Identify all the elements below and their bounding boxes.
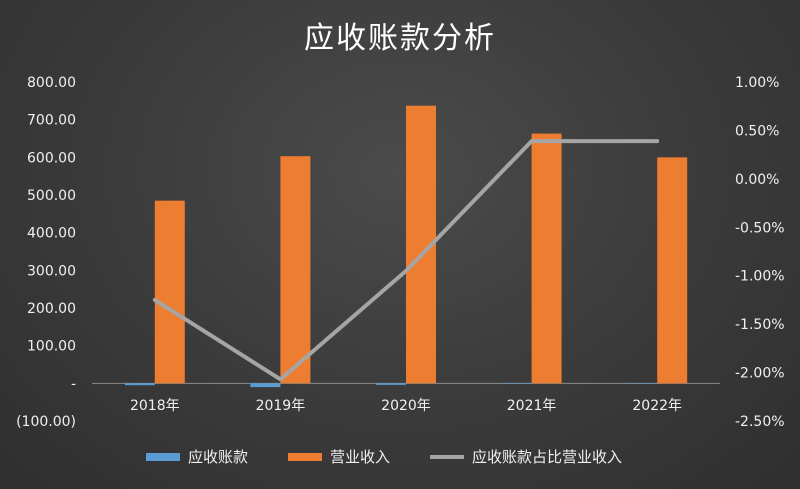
left-tick-label: 600.00: [27, 150, 76, 166]
x-tick-label: 2022年: [632, 398, 682, 414]
right-tick-label: -2.50%: [735, 414, 785, 430]
legend: 应收账款 营业收入 应收账款占比营业收入: [146, 448, 622, 466]
left-tick-label: 100.00: [27, 339, 76, 355]
right-tick-label: -2.00%: [735, 366, 785, 382]
x-tick-label: 2018年: [130, 398, 180, 414]
right-tick-label: -1.50%: [735, 317, 785, 333]
legend-label-2: 应收账款占比营业收入: [472, 448, 622, 466]
left-axis: 800.00 700.00 600.00 500.00 400.00 300.00 200.…: [16, 75, 76, 430]
legend-swatch-1: [288, 453, 323, 461]
legend-label-1: 营业收入: [330, 448, 390, 466]
left-tick-label: 400.00: [27, 226, 76, 242]
x-tick-label: 2019年: [256, 398, 306, 414]
left-tick-label: -: [71, 376, 76, 392]
right-axis: 1.00% 0.50% 0.00% -0.50% -1.00% -1.50% -2.00% -…: [735, 75, 785, 430]
x-axis: 2018年 2019年 2020年 2021年 2022年: [130, 398, 682, 414]
chart-title: 应收账款分析: [304, 21, 496, 56]
bar-receivables-2: [376, 383, 406, 385]
plot-area: [92, 105, 720, 388]
bar-receivables-0: [124, 383, 155, 386]
bar-revenue-1: [280, 156, 311, 384]
bar-revenue-0: [154, 200, 185, 384]
left-tick-label: 700.00: [27, 113, 76, 129]
left-tick-label: 500.00: [27, 188, 76, 204]
left-tick-label: 200.00: [27, 301, 76, 317]
bar-receivables-3: [501, 383, 532, 384]
bar-revenue-4: [657, 157, 688, 384]
x-tick-label: 2021年: [507, 398, 557, 414]
left-tick-label: (100.00): [16, 414, 76, 430]
bar-receivables-4: [627, 383, 658, 384]
bar-revenue-3: [531, 133, 562, 384]
legend-label-0: 应收账款: [188, 448, 248, 466]
left-tick-label: 800.00: [27, 75, 76, 91]
bar-receivables-1: [250, 383, 281, 388]
right-tick-label: 0.00%: [735, 172, 779, 188]
legend-swatch-0: [146, 453, 180, 461]
right-tick-label: 0.50%: [735, 123, 779, 139]
right-tick-label: -0.50%: [735, 220, 785, 236]
x-tick-label: 2020年: [381, 398, 431, 414]
right-tick-label: 1.00%: [735, 75, 779, 91]
left-tick-label: 300.00: [27, 263, 76, 279]
right-tick-label: -1.00%: [735, 269, 785, 285]
